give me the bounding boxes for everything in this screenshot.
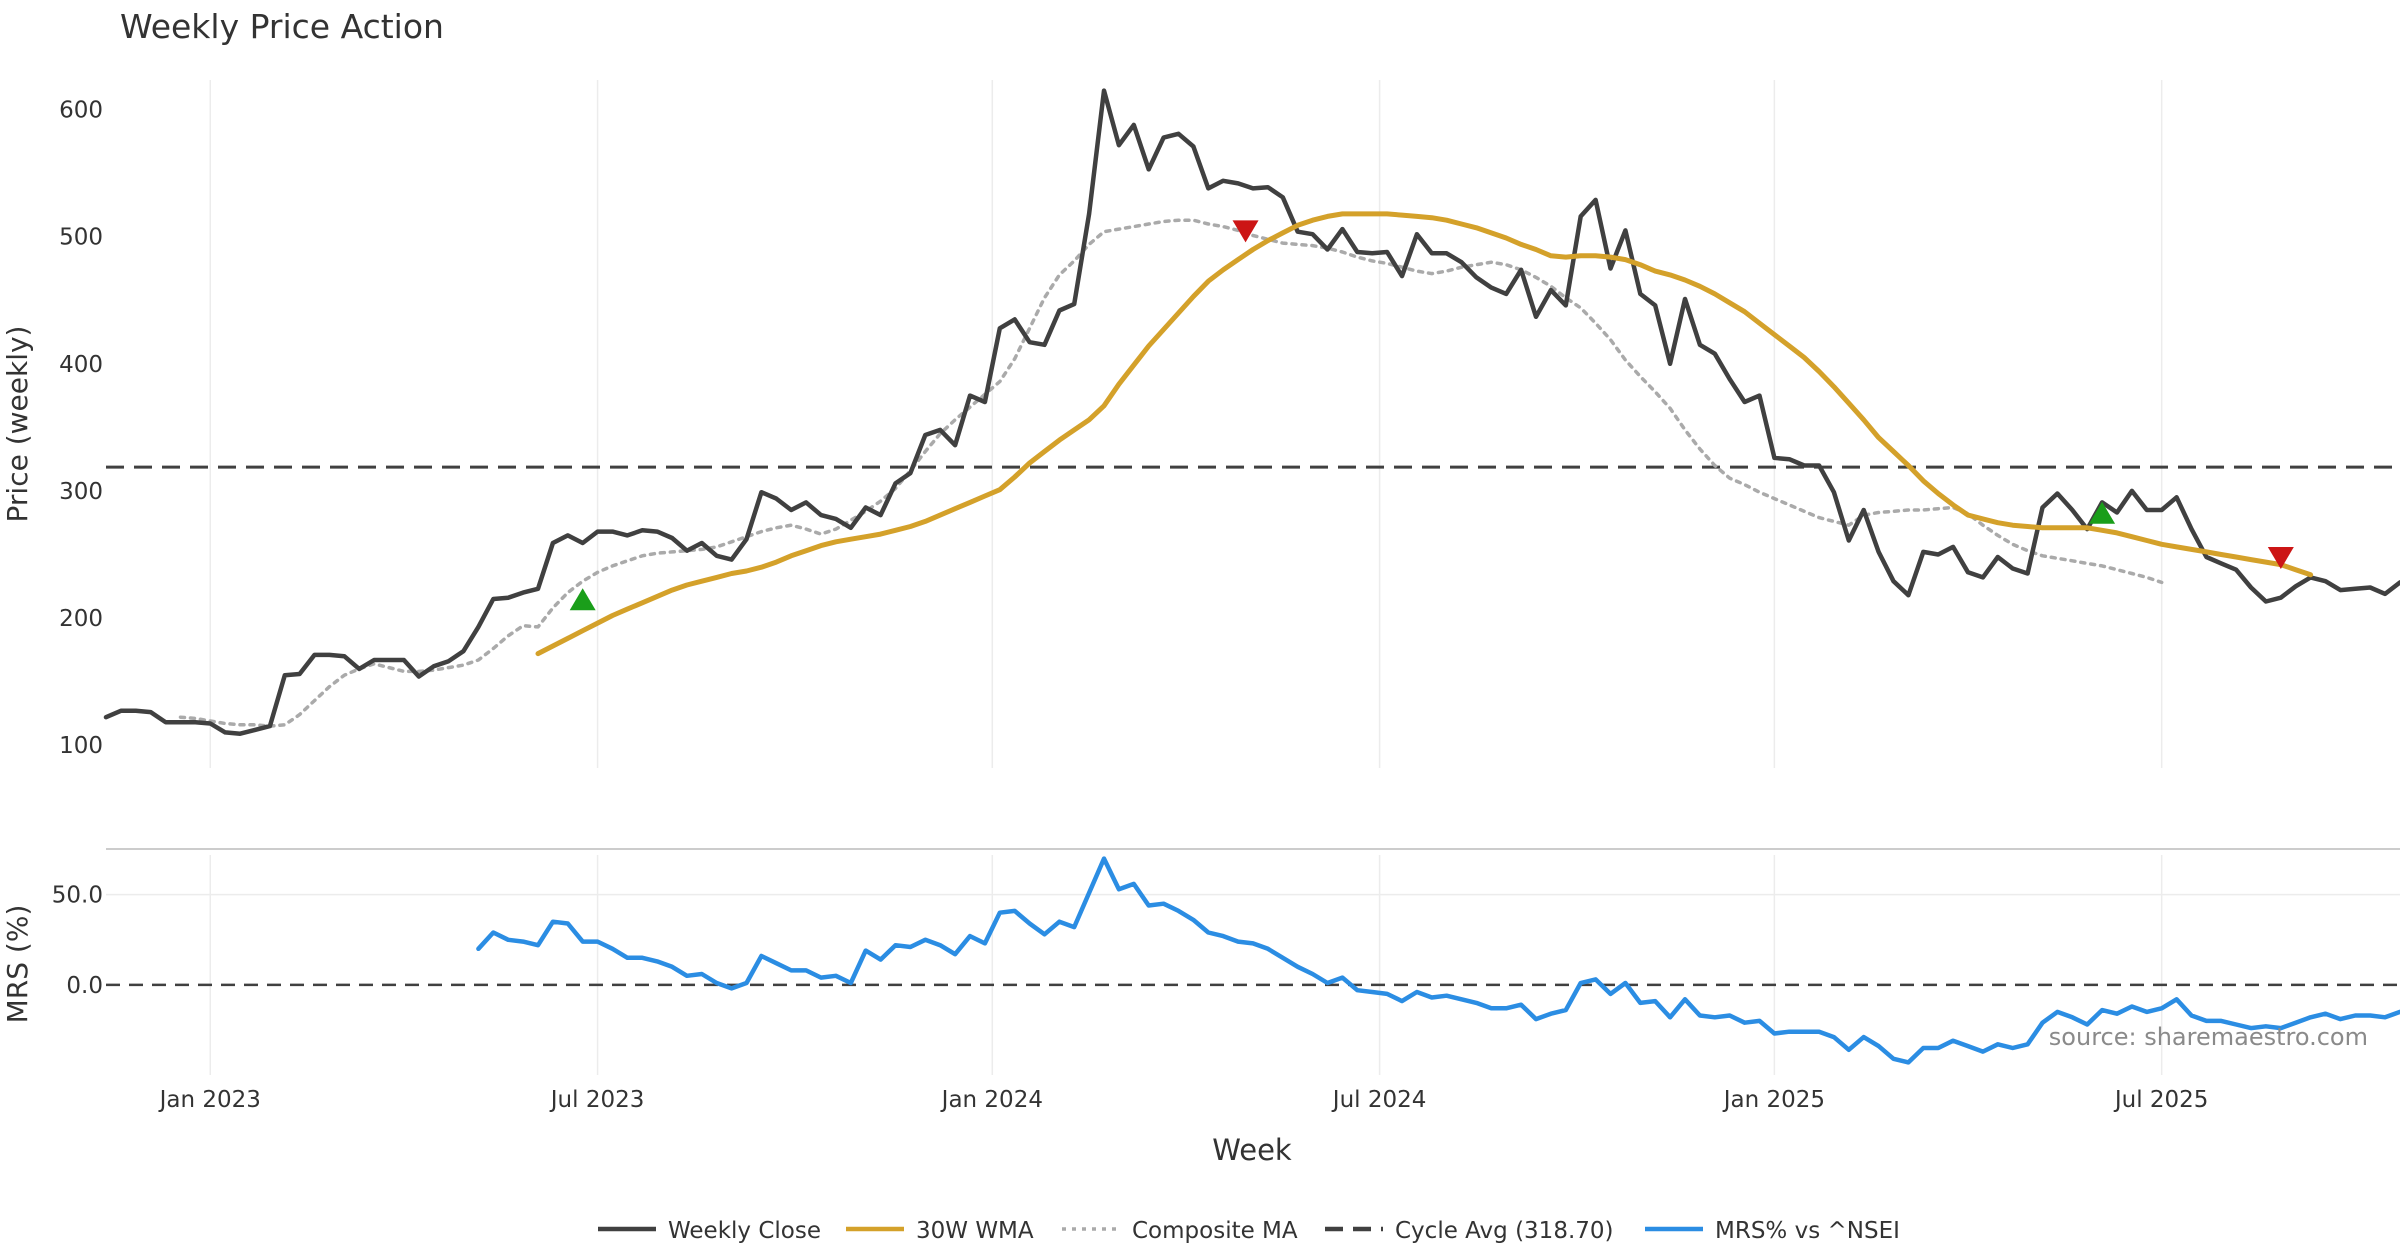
grid-layer: 100 200 300 400 500 600 0.0 50.0 [52, 80, 2400, 1075]
price-axis-label: Price (weekly) [1, 326, 34, 523]
price-y-tick-label: 500 [59, 225, 103, 251]
legend-label: Composite MA [1132, 1218, 1298, 1244]
composite-ma-line [178, 218, 2164, 728]
price-y-tick-label: 400 [59, 352, 103, 378]
x-axis-label: Week [1212, 1133, 1292, 1167]
price-y-tick-label: 200 [59, 606, 103, 632]
x-tick-label: Jan 2023 [158, 1087, 261, 1113]
legend: Weekly Close 30W WMA Composite MA Cycle Avg… [598, 1218, 1900, 1244]
mrs-line [476, 856, 2400, 1065]
x-tick-label: Jul 2023 [549, 1087, 645, 1113]
source-label: source: sharemaestro.com [2049, 1023, 2368, 1051]
mrs-y-tick-label: 0.0 [66, 973, 103, 999]
chart-title: Weekly Price Action [120, 7, 444, 46]
x-tick-label: Jul 2024 [1331, 1087, 1427, 1113]
price-panel [103, 88, 2400, 736]
x-tick-label: Jul 2025 [2113, 1087, 2209, 1113]
x-axis-ticks: Jan 2023 Jul 2023 Jan 2024 Jul 2024 Jan 2025… [158, 1087, 2209, 1113]
mrs-axis-label: MRS (%) [1, 905, 34, 1024]
legend-label: 30W WMA [916, 1218, 1034, 1244]
buy-signal-marker [569, 588, 596, 611]
legend-label: MRS% vs ^NSEI [1715, 1218, 1900, 1244]
sell-signal-marker [2267, 547, 2294, 570]
x-tick-label: Jan 2024 [940, 1087, 1043, 1113]
buy-signal-marker [2089, 501, 2116, 524]
price-y-tick-label: 600 [59, 98, 103, 124]
mrs-panel [106, 856, 2400, 1065]
price-y-tick-label: 100 [59, 733, 103, 759]
weekly-close-line [103, 88, 2400, 736]
sell-signal-marker [1232, 220, 1259, 243]
price-y-tick-label: 300 [59, 479, 103, 505]
mrs-y-tick-label: 50.0 [52, 883, 103, 909]
legend-label: Cycle Avg (318.70) [1395, 1218, 1614, 1244]
wma-30w-line [535, 211, 2314, 657]
legend-label: Weekly Close [668, 1218, 821, 1244]
x-tick-label: Jan 2025 [1722, 1087, 1825, 1113]
